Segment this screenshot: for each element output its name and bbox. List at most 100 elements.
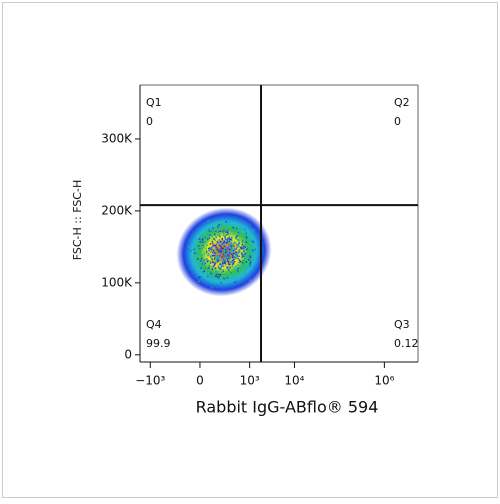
event-dot: [219, 253, 222, 255]
event-dot: [222, 263, 224, 265]
event-dot: [211, 240, 214, 243]
event-dot: [212, 227, 214, 229]
event-dot: [244, 258, 246, 260]
event-dot: [229, 266, 231, 269]
event-dot: [233, 267, 235, 269]
event-dot: [208, 237, 210, 239]
event-dot: [221, 250, 224, 252]
event-dot: [217, 255, 219, 258]
event-dot: [220, 266, 222, 268]
event-dot: [232, 252, 235, 255]
event-dot: [209, 251, 211, 253]
event-dot: [241, 246, 243, 248]
event-dot: [205, 251, 208, 253]
quadrant-name: Q1: [146, 96, 162, 109]
event-dot: [238, 261, 241, 263]
event-dot: [224, 228, 227, 230]
event-dot: [233, 242, 236, 244]
event-dot: [198, 250, 200, 252]
event-dot: [235, 277, 237, 280]
event-dot: [196, 252, 199, 254]
event-dot: [232, 243, 234, 246]
event-dot: [230, 246, 233, 248]
event-dot: [211, 245, 214, 248]
event-dot: [223, 250, 225, 253]
event-dot: [223, 262, 225, 264]
event-dot: [234, 242, 237, 244]
event-dot: [238, 259, 241, 261]
event-dot: [199, 235, 202, 237]
event-dot: [209, 243, 212, 245]
event-dot: [203, 252, 206, 255]
event-dot: [209, 247, 211, 249]
event-dot: [230, 241, 233, 244]
event-dot: [223, 277, 225, 280]
event-dot: [225, 234, 228, 236]
event-dot: [232, 259, 235, 261]
event-dot: [216, 273, 218, 276]
event-dot: [225, 257, 228, 259]
event-dot: [224, 250, 226, 252]
event-dot: [215, 273, 218, 276]
event-dot: [226, 266, 228, 269]
event-dot: [208, 230, 211, 233]
event-dot: [231, 247, 233, 249]
event-dot: [201, 238, 204, 240]
event-dot: [230, 255, 233, 258]
quadrant-value: 0: [146, 115, 153, 128]
event-dot: [216, 240, 219, 242]
event-dot: [190, 250, 192, 252]
event-dot: [221, 256, 223, 258]
quadrant-name: Q2: [394, 96, 410, 109]
event-dot: [243, 250, 245, 252]
event-dot: [229, 240, 231, 243]
event-dot: [211, 268, 214, 271]
event-dot: [248, 264, 250, 267]
event-dot: [198, 256, 201, 258]
event-dot: [202, 265, 204, 268]
event-dot: [219, 274, 222, 276]
event-dot: [232, 261, 235, 263]
event-dot: [210, 254, 212, 257]
event-dot: [222, 257, 224, 260]
event-dot: [232, 254, 234, 257]
event-dot: [198, 280, 200, 283]
event-dot: [218, 244, 221, 246]
event-dot: [230, 245, 233, 247]
event-dot: [217, 259, 219, 261]
event-dot: [239, 251, 241, 254]
event-dot: [214, 256, 217, 258]
event-dot: [236, 239, 239, 241]
event-dot: [193, 249, 195, 251]
event-dot: [238, 248, 241, 251]
event-dot: [224, 261, 226, 263]
event-dot: [214, 271, 216, 274]
event-dot: [210, 272, 212, 275]
event-dot: [237, 264, 239, 266]
event-dot: [206, 244, 208, 246]
event-dot: [239, 260, 242, 263]
event-dot: [221, 271, 223, 274]
event-dot: [208, 249, 210, 251]
event-dot: [196, 258, 199, 260]
event-dot: [224, 259, 227, 261]
y-tick-label: 300K: [101, 131, 133, 145]
event-dot: [211, 260, 213, 262]
event-dot: [214, 245, 217, 247]
event-dot: [221, 264, 223, 266]
event-dot: [223, 240, 225, 242]
event-dot: [207, 236, 209, 239]
event-dot: [200, 267, 202, 269]
event-dot: [218, 233, 221, 236]
event-dot: [212, 261, 214, 264]
event-dot: [210, 287, 213, 289]
event-dot: [220, 282, 223, 284]
event-dot: [242, 259, 244, 262]
event-dot: [207, 253, 210, 255]
event-dot: [221, 253, 223, 255]
event-dot: [218, 255, 220, 257]
event-dot: [245, 237, 248, 239]
event-dot: [214, 270, 216, 273]
event-dot: [224, 248, 226, 251]
event-dot: [223, 254, 225, 257]
